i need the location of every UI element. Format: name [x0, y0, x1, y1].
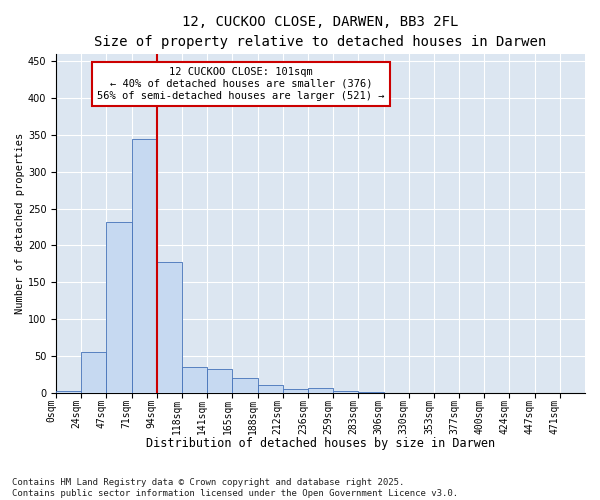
- Bar: [207, 369, 232, 392]
- Bar: [232, 378, 257, 392]
- Bar: [131, 138, 157, 392]
- Bar: [157, 262, 182, 392]
- Y-axis label: Number of detached properties: Number of detached properties: [15, 132, 25, 314]
- Bar: [182, 367, 207, 392]
- Title: 12, CUCKOO CLOSE, DARWEN, BB3 2FL
Size of property relative to detached houses i: 12, CUCKOO CLOSE, DARWEN, BB3 2FL Size o…: [94, 15, 547, 48]
- Bar: [56, 391, 82, 392]
- X-axis label: Distribution of detached houses by size in Darwen: Distribution of detached houses by size …: [146, 437, 495, 450]
- Bar: [333, 390, 358, 392]
- Bar: [82, 352, 106, 393]
- Bar: [106, 222, 131, 392]
- Text: 12 CUCKOO CLOSE: 101sqm
← 40% of detached houses are smaller (376)
56% of semi-d: 12 CUCKOO CLOSE: 101sqm ← 40% of detache…: [97, 68, 385, 100]
- Bar: [308, 388, 333, 392]
- Bar: [283, 389, 308, 392]
- Bar: [257, 386, 283, 392]
- Text: Contains HM Land Registry data © Crown copyright and database right 2025.
Contai: Contains HM Land Registry data © Crown c…: [12, 478, 458, 498]
